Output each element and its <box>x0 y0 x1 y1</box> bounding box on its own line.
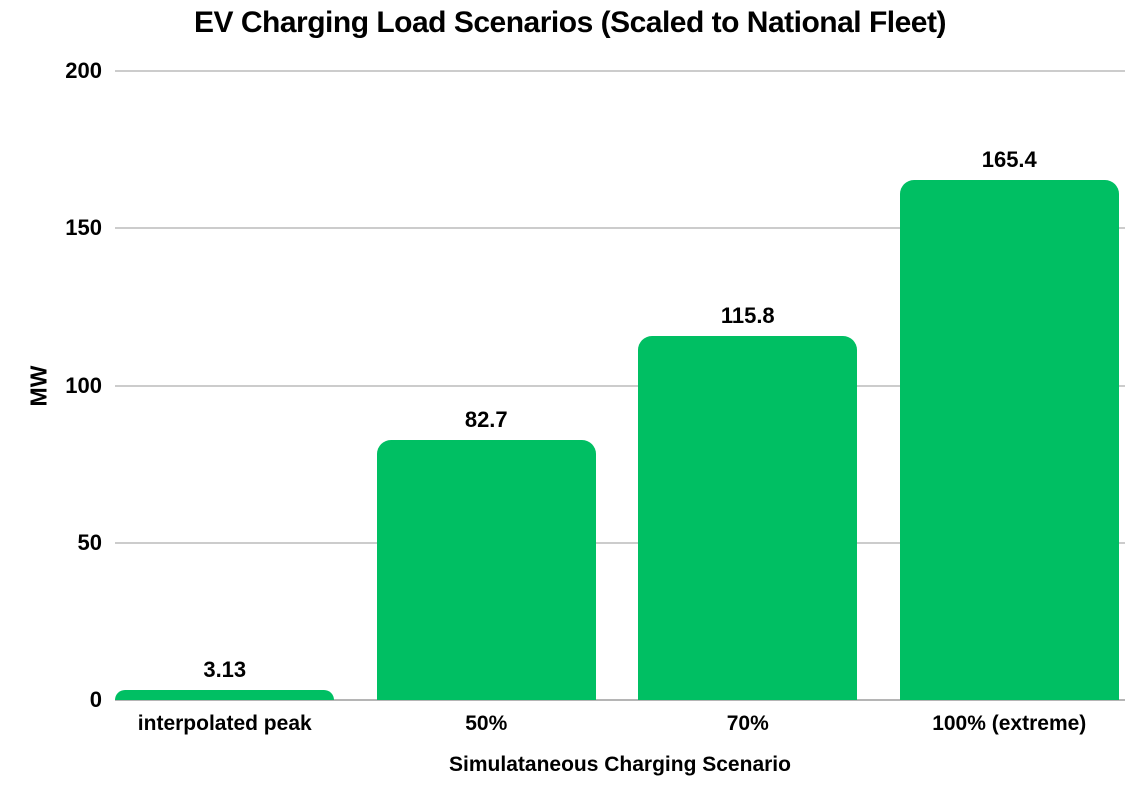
gridline <box>115 227 1125 230</box>
bar-70 <box>638 335 858 700</box>
bar-100-extreme <box>899 179 1119 700</box>
bar-value-label: 165.4 <box>981 146 1037 172</box>
x-axis-line <box>115 699 1125 701</box>
x-tick-label: 70% <box>726 712 769 735</box>
bar-value-label: 82.7 <box>464 406 508 432</box>
gridline <box>115 70 1125 72</box>
bar-value-label: 115.8 <box>720 302 775 328</box>
chart-title: EV Charging Load Scenarios (Scaled to Na… <box>194 6 946 39</box>
y-tick-label: 200 <box>65 58 102 83</box>
x-tick-label: interpolated peak <box>137 712 312 735</box>
y-tick-label: 150 <box>65 215 102 241</box>
bar-value-label: 3.13 <box>203 657 247 683</box>
y-tick-label: 100 <box>65 372 102 398</box>
x-tick-label: 100% (extreme) <box>932 712 1087 735</box>
gridline <box>115 541 1125 544</box>
y-tick-label: 0 <box>89 687 102 712</box>
x-tick-label: 50% <box>465 712 508 735</box>
gridline <box>115 384 1125 387</box>
bar-50 <box>376 439 596 700</box>
y-tick-label: 50 <box>77 529 102 555</box>
plot-area: 3.13 82.7 115.8 165.4 <box>115 70 1125 701</box>
bar-interpolated-peak <box>115 690 335 700</box>
x-axis-title: Simulataneous Charging Scenario <box>449 753 791 776</box>
